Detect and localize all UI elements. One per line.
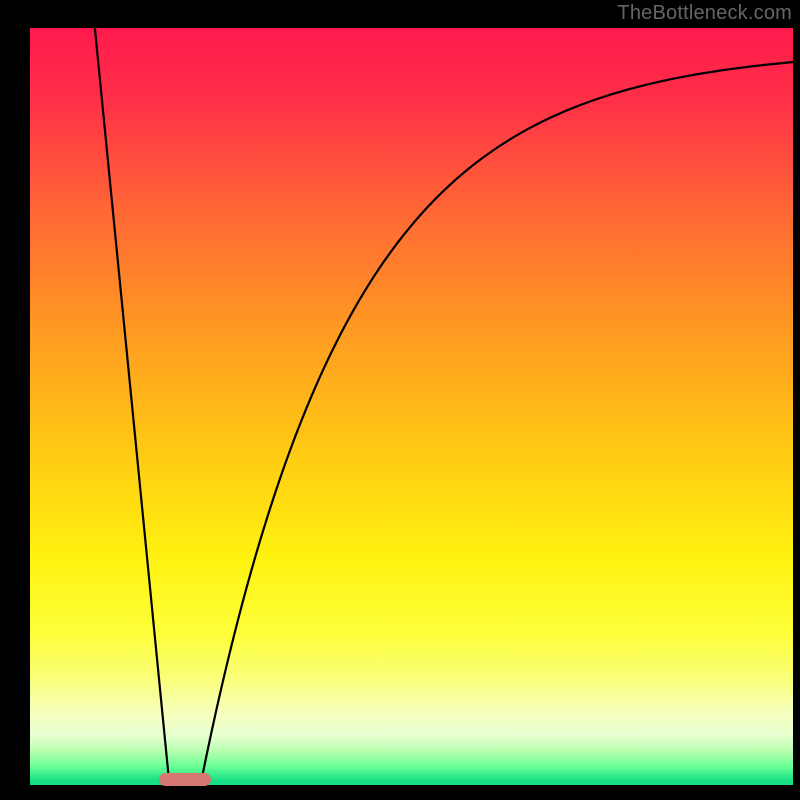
bottleneck-marker <box>159 773 211 786</box>
watermark-text: TheBottleneck.com <box>617 2 792 25</box>
right-v-curve <box>202 62 793 779</box>
left-v-line <box>95 28 169 779</box>
chart-root: TheBottleneck.com <box>0 0 800 800</box>
plot-area <box>30 28 793 785</box>
curve-overlay <box>30 28 793 785</box>
